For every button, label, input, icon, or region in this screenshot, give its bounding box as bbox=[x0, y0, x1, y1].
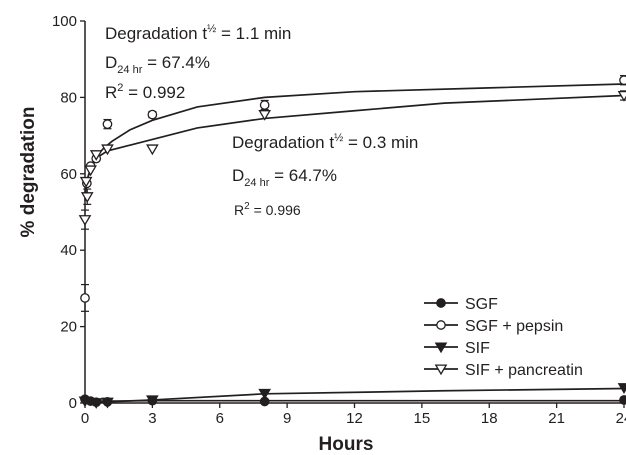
annotation-pancreatin-line1-main: Degradation t bbox=[232, 133, 334, 152]
x-tick-label: 12 bbox=[346, 410, 363, 427]
point-sif-pancreatin bbox=[80, 192, 94, 203]
point-sif bbox=[101, 397, 114, 409]
x-tick-label: 15 bbox=[414, 410, 431, 427]
legend-label-sgf-pepsin: SGF + pepsin bbox=[465, 318, 563, 335]
annotation-pancreatin-line1-value: = 0.3 min bbox=[343, 133, 418, 152]
point-sgf-pepsin bbox=[147, 109, 158, 120]
point-sgf-pepsin bbox=[259, 100, 270, 110]
point-sif-pancreatin bbox=[78, 215, 92, 226]
x-tick-label: 18 bbox=[481, 410, 498, 427]
legend-marker-sif-pancreatin bbox=[434, 364, 448, 376]
annotation-pancreatin-line3-main: R bbox=[234, 202, 244, 218]
annotation-pepsin-line3-value: = 0.992 bbox=[123, 83, 185, 102]
point-sif bbox=[258, 388, 272, 400]
point-sif-pancreatin bbox=[617, 90, 626, 102]
curve-sgf bbox=[84, 399, 624, 402]
legend: SGF SGF + pepsin SIF SIF + pancreatin bbox=[424, 296, 583, 379]
point-sgf-pepsin bbox=[102, 119, 113, 129]
svg-text:Degradation t½ = 1.1 min: Degradation t½ = 1.1 min bbox=[105, 23, 291, 43]
annotation-pepsin-line2-main: D bbox=[105, 53, 117, 72]
svg-text:R2 = 0.996: R2 = 0.996 bbox=[234, 201, 301, 218]
point-sif bbox=[78, 396, 92, 408]
annotation-pancreatin-line1-sup: ½ bbox=[334, 132, 343, 144]
legend-marker-sgf-pepsin bbox=[436, 320, 446, 330]
y-tick-label: 20 bbox=[60, 319, 77, 336]
x-tick-label: 6 bbox=[216, 410, 224, 427]
point-sgf-pepsin bbox=[80, 293, 90, 303]
legend-marker-sif bbox=[434, 342, 448, 354]
point-sif-pancreatin bbox=[79, 176, 93, 188]
y-tick-label: 80 bbox=[60, 89, 77, 106]
y-tick-label: 0 bbox=[69, 395, 77, 412]
x-tick-label: 0 bbox=[81, 410, 89, 427]
annotation-pepsin: Degradation t½ = 1.1 min D24 hr = 67.4% … bbox=[105, 23, 291, 102]
point-sif-pancreatin bbox=[101, 144, 114, 156]
point-sif-pancreatin bbox=[89, 150, 103, 161]
fit-curves bbox=[84, 83, 625, 404]
annotation-pepsin-line2-value: = 67.4% bbox=[142, 53, 210, 72]
x-axis-title: Hours bbox=[319, 434, 374, 455]
point-sif-pancreatin bbox=[258, 110, 272, 121]
point-sif bbox=[146, 395, 159, 407]
svg-text:R2 = 0.992: R2 = 0.992 bbox=[105, 82, 185, 102]
annotation-pepsin-line1-value: = 1.1 min bbox=[216, 24, 291, 43]
annotation-pancreatin-line2-sub: 24 hr bbox=[244, 177, 269, 189]
legend-label-sgf: SGF bbox=[465, 296, 498, 313]
legend-label-sif: SIF bbox=[465, 340, 490, 357]
point-sif-pancreatin bbox=[146, 144, 159, 156]
point-sif bbox=[617, 383, 626, 394]
axes bbox=[84, 21, 624, 404]
point-sif bbox=[89, 398, 103, 409]
y-tick-label: 100 bbox=[52, 13, 77, 30]
legend-label-sif-pancreatin: SIF + pancreatin bbox=[465, 362, 583, 379]
point-sgf bbox=[619, 395, 626, 405]
svg-text:D24 hr = 67.4%: D24 hr = 67.4% bbox=[105, 53, 210, 76]
x-tick-label: 3 bbox=[148, 410, 156, 427]
axis-ticks: 0 3 6 9 12 15 18 21 24 0 20 40 60 80 100 bbox=[52, 13, 626, 427]
annotation-pepsin-line1-sup: ½ bbox=[207, 23, 216, 35]
annotation-pepsin-line3-main: R bbox=[105, 83, 117, 102]
annotation-pancreatin-line2-value: = 64.7% bbox=[269, 166, 337, 185]
annotation-pepsin-line2-sub: 24 hr bbox=[117, 64, 142, 76]
svg-text:D24 hr = 64.7%: D24 hr = 64.7% bbox=[232, 166, 337, 189]
point-sgf-pepsin bbox=[619, 75, 626, 86]
data-markers bbox=[78, 75, 626, 409]
annotation-pepsin-line3-sup: 2 bbox=[117, 82, 123, 94]
point-sif-pancreatin bbox=[84, 165, 97, 177]
curve-sif-pancreatin bbox=[84, 94, 625, 201]
x-tick-label: 9 bbox=[283, 410, 291, 427]
annotation-pancreatin-line3-sup: 2 bbox=[244, 201, 250, 212]
annotation-pancreatin-line2-main: D bbox=[232, 166, 244, 185]
x-tick-label: 24 bbox=[616, 410, 626, 427]
svg-text:Degradation t½ = 0.3 min: Degradation t½ = 0.3 min bbox=[232, 132, 418, 152]
annotation-pepsin-line1-main: Degradation t bbox=[105, 24, 207, 43]
y-tick-label: 40 bbox=[60, 242, 77, 259]
y-tick-label: 60 bbox=[60, 166, 77, 183]
annotation-pancreatin-line3-value: = 0.996 bbox=[250, 202, 301, 218]
x-tick-label: 21 bbox=[548, 410, 565, 427]
y-axis-title: % degradation bbox=[18, 107, 39, 238]
legend-marker-sgf bbox=[436, 298, 446, 308]
annotation-pancreatin: Degradation t½ = 0.3 min D24 hr = 64.7% … bbox=[232, 132, 418, 218]
